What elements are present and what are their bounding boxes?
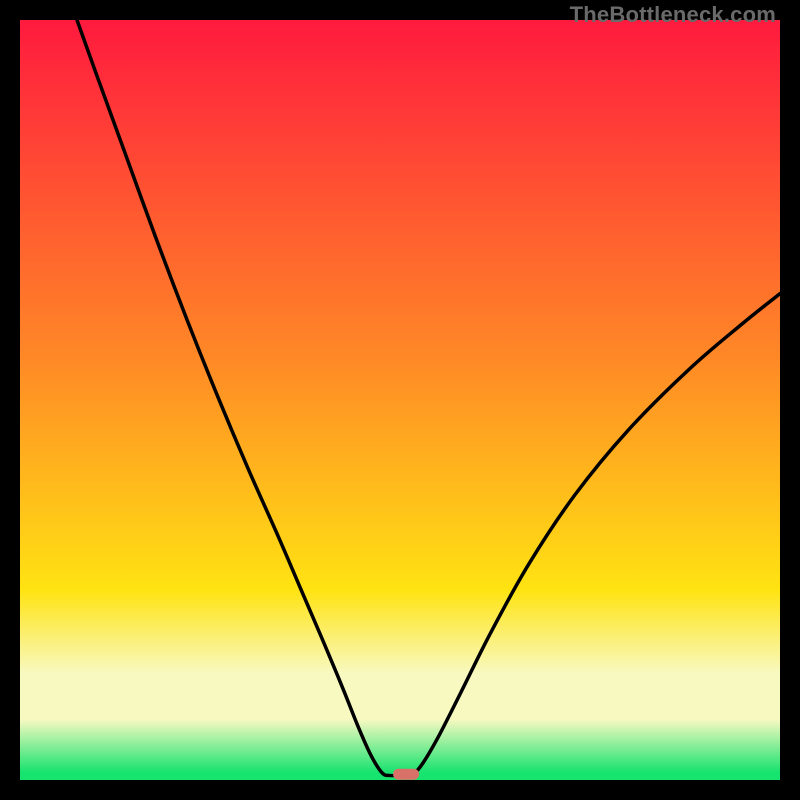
plot-area (20, 20, 780, 780)
optimum-marker (393, 769, 419, 780)
chart-frame: TheBottleneck.com (0, 0, 800, 800)
bottleneck-curve (77, 20, 780, 776)
bottleneck-curve-svg (20, 20, 780, 780)
watermark-text: TheBottleneck.com (570, 2, 776, 28)
